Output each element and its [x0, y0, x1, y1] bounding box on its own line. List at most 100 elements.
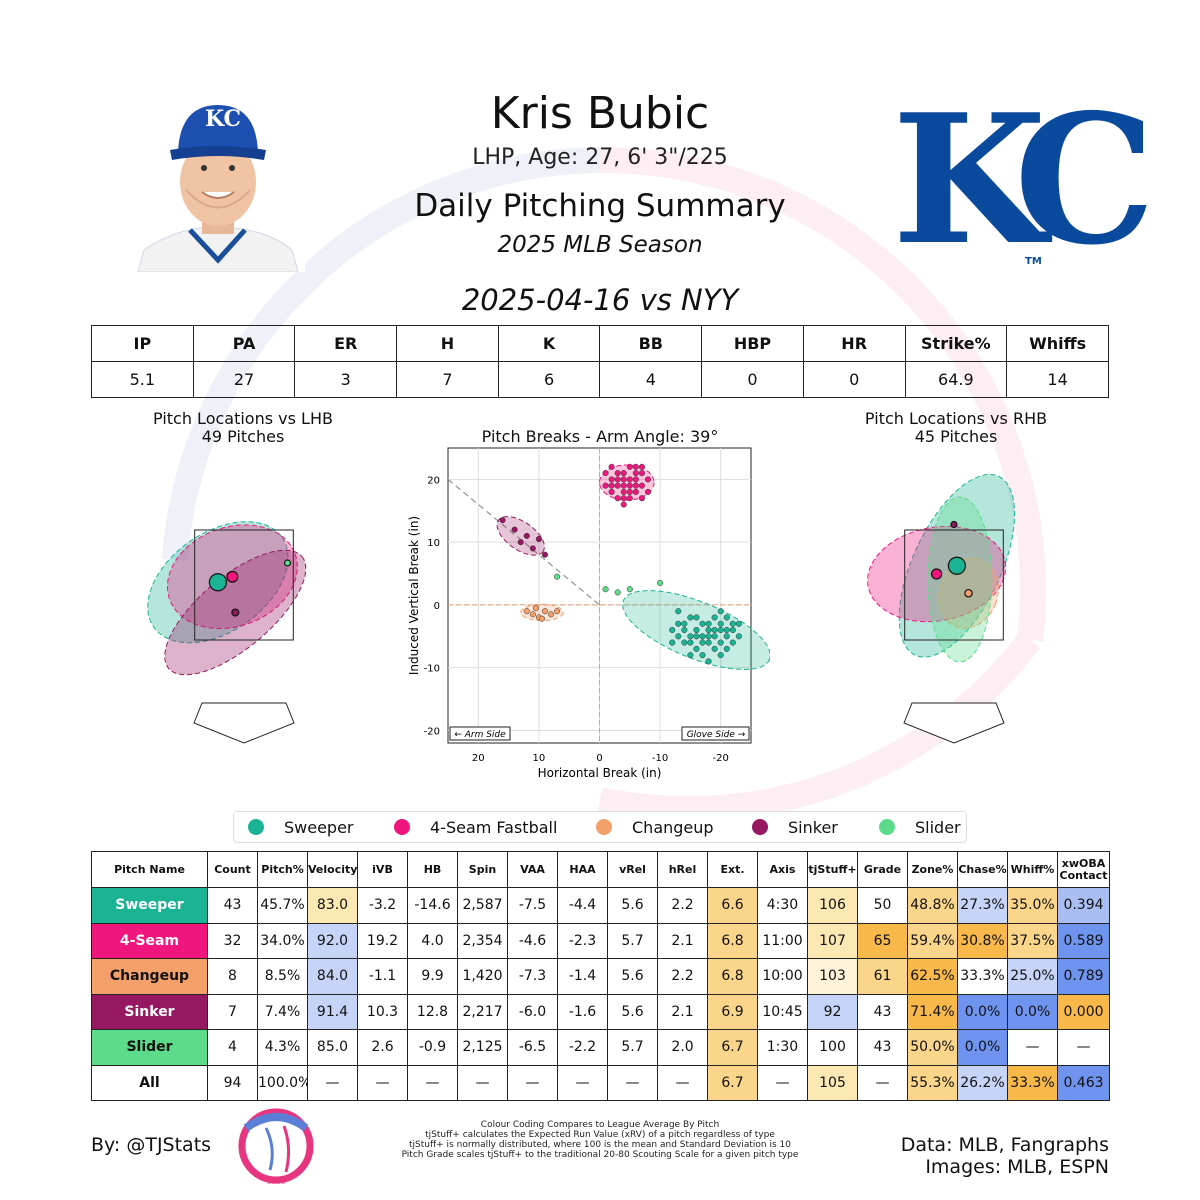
- break-point: [608, 476, 615, 483]
- pitch-break-chart: 20 10 0 -10 -20 20 10 0 -10 -20 ← Arm Side Glove Si…: [407, 447, 770, 780]
- pitch-metric-cell: 65: [857, 922, 908, 959]
- lhb-panel-title: Pitch Locations vs LHB 49 Pitches: [123, 410, 363, 446]
- stat-value: 14: [1006, 361, 1109, 398]
- pitch-metric-cell: 35.0%: [1007, 887, 1058, 924]
- pitch-metric-cell: 61: [857, 958, 908, 995]
- pitch-metric-cell: 103: [807, 958, 858, 995]
- break-point: [529, 611, 536, 618]
- pitch-table-column-header: Velocity: [307, 851, 358, 888]
- lhb-count: 49 Pitches: [201, 427, 285, 446]
- break-point: [632, 463, 639, 470]
- stat-line-value-row: 5.1 27 3 7 6 4 0 0 64.9 14: [91, 361, 1109, 398]
- break-point: [711, 645, 718, 652]
- pitch-metric-cell: 0.589: [1057, 922, 1110, 959]
- pitch-metric-cell: -1.6: [557, 993, 608, 1030]
- pitch-metric-cell: 34.0%: [257, 922, 308, 959]
- pitch-metric-cell: 2.2: [657, 887, 708, 924]
- y-tick-label: -10: [424, 664, 440, 675]
- break-point: [638, 482, 645, 489]
- pitch-metric-cell: 48.8%: [907, 887, 958, 924]
- pitch-metric-cell: 6.7: [707, 1064, 758, 1101]
- pitch-name-cell: 4-Seam: [91, 922, 208, 959]
- pitch-metric-cell: -14.6: [407, 887, 458, 924]
- y-tick-label: 20: [427, 475, 440, 486]
- break-point: [687, 633, 694, 640]
- pitch-metric-cell: —: [357, 1064, 408, 1101]
- break-point: [657, 579, 664, 586]
- break-point: [638, 470, 645, 477]
- break-point: [681, 639, 688, 646]
- break-point: [529, 545, 536, 552]
- pitch-metric-cell: -6.5: [507, 1029, 558, 1066]
- break-point: [699, 639, 706, 646]
- break-point: [626, 476, 633, 483]
- pitch-metric-cell: 2.6: [357, 1029, 408, 1066]
- x-tick-label: 10: [533, 753, 546, 764]
- x-tick-label: -10: [652, 753, 668, 764]
- footer-note-line: tjStuff+ calculates the Expected Run Val…: [425, 1130, 775, 1140]
- break-point: [687, 652, 694, 659]
- break-point: [723, 633, 730, 640]
- player-name: Kris Bubic: [490, 88, 710, 139]
- break-point: [705, 639, 712, 646]
- glove-side-box: [681, 726, 750, 741]
- break-point: [687, 614, 694, 621]
- pitch-metric-cell: 2,125: [457, 1029, 508, 1066]
- stat-value: 27: [192, 361, 296, 398]
- break-point: [626, 463, 633, 470]
- break-point: [723, 626, 730, 634]
- y-tick-label: 10: [427, 538, 440, 549]
- pitch-metric-cell: 5.6: [607, 887, 658, 924]
- pitch-metric-cell: 6.8: [707, 958, 758, 995]
- legend-marker: [596, 819, 612, 835]
- report-title: Daily Pitching Summary: [414, 188, 786, 224]
- pitch-metric-cell: 83.0: [307, 887, 358, 924]
- pitch-metric-cell: 84.0: [307, 958, 358, 995]
- pitch-metric-cell: 0.463: [1057, 1064, 1110, 1101]
- tjstats-logo: STATS: [238, 1108, 314, 1186]
- pitch-metric-cell: 9.9: [407, 958, 458, 995]
- pitch-metric-cell: 92.0: [307, 922, 358, 959]
- stat-header: IP: [91, 325, 194, 362]
- pitch-metric-cell: 2,217: [457, 993, 508, 1030]
- pitch-metric-cell: 10.3: [357, 993, 408, 1030]
- stat-header: HR: [802, 325, 906, 362]
- stat-header: Strike%: [904, 325, 1008, 362]
- legend-label: 4-Seam Fastball: [430, 817, 558, 837]
- break-point: [535, 535, 542, 543]
- break-point: [538, 615, 545, 622]
- pitch-metric-cell: —: [857, 1064, 908, 1101]
- footer-note-line: Colour Coding Compares to League Average…: [480, 1120, 720, 1130]
- pitch-metric-cell: 7.4%: [257, 993, 308, 1030]
- stat-header: Whiffs: [1006, 325, 1109, 362]
- break-point: [693, 633, 700, 640]
- break-point: [717, 608, 724, 615]
- break-point: [608, 463, 615, 470]
- pitch-metric-cell: —: [1007, 1029, 1058, 1066]
- legend-marker: [879, 819, 895, 835]
- break-point: [705, 633, 712, 640]
- pitch-table-column-header: Grade: [857, 851, 908, 888]
- arm-side-label: ← Arm Side: [454, 730, 506, 740]
- pitch-mean-marker: [208, 573, 228, 592]
- stat-value: 0: [701, 361, 804, 398]
- pitch-metric-cell: 6.6: [707, 887, 758, 924]
- stat-value: 3: [294, 361, 398, 398]
- break-point: [499, 517, 506, 524]
- pitch-table-header-row: Pitch Name Count Pitch% Velocity iVB HB Spin VA…: [91, 851, 1110, 888]
- break-point: [705, 658, 712, 665]
- glove-side-label: Glove Side →: [687, 730, 746, 740]
- break-point: [620, 495, 627, 502]
- break-point: [541, 551, 549, 558]
- break-point: [699, 652, 706, 659]
- pitch-metric-cell: 7: [207, 993, 258, 1030]
- pitch-table-column-header: hRel: [657, 851, 708, 888]
- pitch-metric-cell: -1.1: [357, 958, 408, 995]
- legend-label: Sinker: [788, 817, 838, 837]
- strike-zone: [194, 529, 294, 641]
- pitch-metric-cell: —: [307, 1064, 358, 1101]
- pitch-metric-cell: -0.9: [407, 1029, 458, 1066]
- pitch-metric-cell: 0.789: [1057, 958, 1110, 995]
- logo-text: STATS: [267, 1179, 285, 1186]
- legend-marker: [394, 819, 410, 835]
